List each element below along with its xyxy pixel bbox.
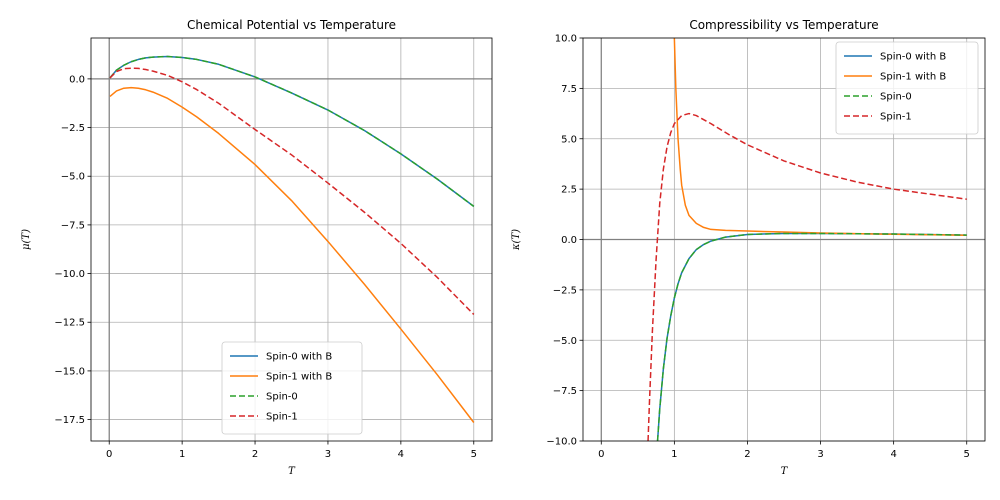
legend-label: Spin-1 with B <box>880 72 946 83</box>
y-tick-label: −2.5 <box>553 285 577 296</box>
series-line-spin-1 <box>109 67 475 315</box>
compressibility-panel: 0 1 2 3 4 5 10.0 7.5 5.0 2.5 0.0 −2.5 −5.0 −7.5 −10.0 C… <box>511 18 986 477</box>
series-line-spin-0 <box>656 232 967 441</box>
axes-frame <box>582 37 986 442</box>
legend-label: Spin-1 with B <box>266 372 332 383</box>
legend: Spin-0 with B Spin-1 with B Spin-0 Spin-1 <box>221 341 363 435</box>
series-line-spin-1-with-b <box>109 86 475 423</box>
y-tick-label: −10.0 <box>54 269 85 280</box>
chart-title: Chemical Potential vs Temperature <box>187 18 396 32</box>
legend-frame <box>835 41 979 135</box>
legend-label: Spin-1 <box>266 412 298 423</box>
y-tick-label: −15.0 <box>54 366 85 377</box>
y-tick-label: 0.0 <box>69 74 85 85</box>
series-line-spin-0-with-b <box>656 232 967 441</box>
x-tick-label: 4 <box>398 449 404 460</box>
series-line-spin-1 <box>647 112 967 441</box>
legend-label: Spin-1 <box>880 112 912 123</box>
legend-label: Spin-0 with B <box>880 52 946 63</box>
y-tick-label: 0.0 <box>561 235 577 246</box>
x-tick-label: 5 <box>964 449 970 460</box>
x-tick-label: 5 <box>471 449 477 460</box>
x-tick-label: 1 <box>179 449 185 460</box>
series-group <box>109 55 475 423</box>
x-axis-label: T <box>288 466 296 477</box>
legend-label: Spin-0 <box>880 92 912 103</box>
legend: Spin-0 with B Spin-1 with B Spin-0 Spin-1 <box>835 41 979 135</box>
chart-title: Compressibility vs Temperature <box>689 18 878 32</box>
legend-label: Spin-0 <box>266 392 298 403</box>
x-tick-label: 3 <box>325 449 331 460</box>
y-tick-label: −5.0 <box>553 336 577 347</box>
x-tick-label: 0 <box>106 449 112 460</box>
y-tick-label: 5.0 <box>561 134 577 145</box>
y-tick-label: −7.5 <box>61 220 85 231</box>
y-tick-label: 10.0 <box>555 34 577 45</box>
y-tick-label: −2.5 <box>61 123 85 134</box>
y-tick-label: −7.5 <box>553 386 577 397</box>
y-tick-label: 7.5 <box>561 84 577 95</box>
y-tick-label: −17.5 <box>54 415 85 426</box>
legend-frame <box>221 341 363 435</box>
y-tick-label: −5.0 <box>61 172 85 183</box>
series-line-spin-1-with-b <box>673 38 967 237</box>
y-tick-label: −12.5 <box>54 318 85 329</box>
axes-frame <box>90 37 493 442</box>
y-axis-label: μ(T) <box>21 229 32 250</box>
y-axis-label: κ(T) <box>511 229 522 251</box>
x-tick-label: 1 <box>671 449 677 460</box>
y-tick-label: 2.5 <box>561 185 577 196</box>
y-tick-label: −10.0 <box>546 437 577 448</box>
x-tick-label: 0 <box>598 449 604 460</box>
chemical-potential-panel: 0 1 2 3 4 5 0.0 −2.5 −5.0 −7.5 −10.0 −12.5 −15.0 −17.… <box>21 18 493 477</box>
x-tick-label: 3 <box>817 449 823 460</box>
series-group <box>647 38 967 441</box>
x-tick-label: 2 <box>252 449 258 460</box>
x-tick-label: 4 <box>890 449 896 460</box>
x-axis-label: T <box>781 466 789 477</box>
x-tick-label: 2 <box>744 449 750 460</box>
legend-label: Spin-0 with B <box>266 352 332 363</box>
series-line-spin-0 <box>109 55 475 208</box>
